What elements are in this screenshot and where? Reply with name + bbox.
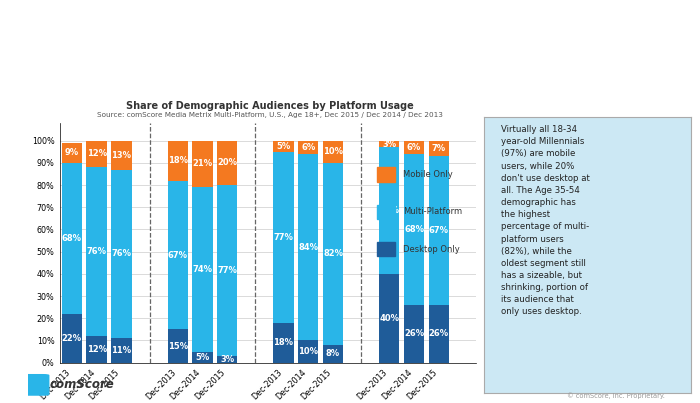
Text: 3%: 3% [220, 355, 234, 364]
Bar [217, 356, 237, 363]
Bar [274, 141, 294, 152]
Bar [87, 336, 107, 363]
Bar [428, 305, 449, 363]
Text: 10%: 10% [298, 347, 318, 356]
Bar [62, 163, 82, 314]
Text: 82%: 82% [323, 249, 343, 258]
Bar [323, 141, 343, 163]
Bar [274, 323, 294, 363]
Text: 8%: 8% [326, 349, 340, 358]
Text: 20%: 20% [217, 158, 237, 167]
Text: 68%: 68% [404, 225, 424, 234]
Text: 22%: 22% [62, 334, 82, 343]
Text: 15%: 15% [167, 342, 188, 351]
Bar [193, 187, 213, 351]
Text: 57%: 57% [379, 206, 399, 215]
Text: Mobile Only: Mobile Only [402, 170, 452, 179]
Text: 11%: 11% [111, 346, 132, 355]
Text: 26%: 26% [404, 329, 424, 339]
Bar [377, 242, 395, 256]
Text: Source: comScore Media Metrix Multi-Platform, U.S., Age 18+, Dec 2015 / Dec 2014: Source: comScore Media Metrix Multi-Plat… [97, 112, 442, 118]
Text: INSIGHT: INSIGHT [512, 103, 561, 113]
Bar [428, 141, 449, 156]
Text: 76%: 76% [87, 247, 106, 256]
Bar [193, 141, 213, 187]
Bar [62, 314, 82, 363]
Text: 5%: 5% [276, 142, 290, 151]
Text: today, while mobile-only usage is also becoming more prominent.: today, while mobile-only usage is also b… [8, 69, 625, 87]
Text: Virtually all 18-34
year-old Millennials
(97%) are mobile
users, while 20%
don't: Virtually all 18-34 year-old Millennials… [501, 125, 590, 316]
Bar [298, 154, 318, 341]
Text: Desktop Only: Desktop Only [402, 245, 459, 253]
Bar [62, 143, 82, 163]
Text: 68%: 68% [62, 234, 82, 243]
Text: comScore: comScore [50, 378, 114, 391]
Bar [404, 141, 424, 154]
Bar [193, 351, 213, 363]
Text: 6%: 6% [407, 143, 421, 152]
Text: 40%: 40% [379, 314, 399, 323]
Bar [217, 185, 237, 356]
Text: 7%: 7% [432, 144, 446, 153]
Bar [167, 329, 188, 363]
Bar [379, 274, 400, 363]
Bar [323, 345, 343, 363]
Bar [404, 305, 424, 363]
Text: 13%: 13% [111, 151, 132, 160]
Text: 21%: 21% [193, 160, 213, 168]
Text: 18%: 18% [168, 156, 188, 165]
Text: 12%: 12% [87, 150, 106, 158]
Text: © comScore, Inc. Proprietary.: © comScore, Inc. Proprietary. [567, 392, 665, 399]
Bar [379, 141, 400, 147]
Bar [87, 141, 107, 167]
Bar [274, 152, 294, 323]
Text: 3%: 3% [382, 139, 396, 149]
Bar [111, 141, 132, 170]
Bar [377, 205, 395, 219]
Text: 5%: 5% [195, 353, 209, 361]
Text: 12%: 12% [87, 345, 106, 354]
Bar [298, 141, 318, 154]
Text: 6%: 6% [301, 143, 316, 152]
Bar [428, 156, 449, 305]
Bar [167, 141, 188, 181]
Bar [167, 181, 188, 329]
Text: 74%: 74% [193, 265, 213, 274]
Text: Multi-platform internet usage is the norm across age segments: Multi-platform internet usage is the nor… [8, 21, 604, 39]
Text: 77%: 77% [217, 266, 237, 275]
Text: Multi-Platform: Multi-Platform [402, 208, 462, 216]
Bar [298, 341, 318, 363]
Text: 18%: 18% [274, 338, 293, 347]
Bar [217, 141, 237, 185]
Text: 76%: 76% [111, 249, 132, 258]
Bar [404, 154, 424, 305]
Text: 77%: 77% [274, 233, 293, 242]
Text: 10%: 10% [323, 147, 343, 156]
Text: 67%: 67% [168, 251, 188, 260]
Text: 26%: 26% [429, 329, 449, 339]
Bar [323, 163, 343, 345]
Bar [377, 167, 395, 182]
Text: 84%: 84% [298, 243, 318, 252]
Text: Share of Demographic Audiences by Platform Usage: Share of Demographic Audiences by Platfo… [125, 101, 414, 111]
Bar [111, 170, 132, 338]
Bar [111, 338, 132, 363]
Text: 67%: 67% [429, 226, 449, 235]
Text: 9%: 9% [65, 148, 79, 158]
FancyBboxPatch shape [22, 374, 50, 396]
Bar [87, 167, 107, 336]
Bar [379, 147, 400, 274]
